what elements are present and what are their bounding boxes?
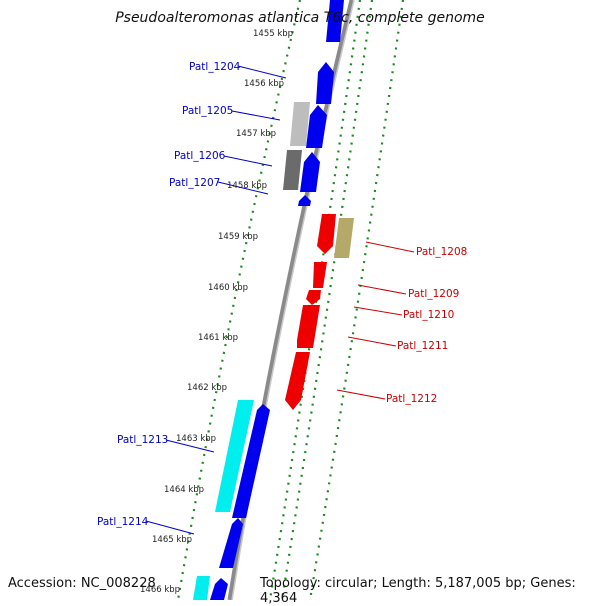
leader-line-1209 [357,284,407,295]
gene-feature-1210[interactable] [306,290,321,305]
genome-title: Pseudoalteromonas atlantica T6c, complet… [115,10,485,26]
gene-label-patl-1210[interactable]: Patl_1210 [403,309,454,321]
gene-feature-1211[interactable] [297,305,320,348]
scale-label-1462: 1462 kbp [187,383,227,393]
leader-line-1210 [353,306,403,316]
leader-line-1208 [365,241,415,253]
leader-line-1214 [145,520,195,535]
scale-label-1457: 1457 kbp [236,129,276,139]
scale-label-1460: 1460 kbp [208,283,248,293]
scale-label-1464: 1464 kbp [164,485,204,495]
scale-label-1461: 1461 kbp [198,333,238,343]
gene-feature-1206-gray[interactable] [283,150,302,190]
gene-feature-1213-cyan[interactable] [215,400,254,512]
scale-label-1466: 1466 kbp [140,585,180,595]
gene-feature-1203[interactable] [326,0,344,42]
gene-feature-1214[interactable] [219,518,243,568]
gene-feature-1212[interactable] [285,352,310,410]
gene-label-patl-1205[interactable]: Patl_1205 [182,105,233,117]
scale-label-1459: 1459 kbp [218,232,258,242]
gene-feature-1215-cyan[interactable] [193,576,210,600]
middle-tick-track [268,0,362,600]
gene-label-patl-1214[interactable]: Patl_1214 [97,516,149,528]
scale-label-1463: 1463 kbp [176,434,216,444]
genome-backbone-shadow [231,0,355,600]
leader-line-1206 [223,155,273,167]
gene-feature-1205[interactable] [306,105,327,148]
gene-label-patl-1204[interactable]: Patl_1204 [189,61,241,73]
accession-label: Accession: NC_008228 [8,576,156,591]
leader-line-1205 [231,110,281,121]
gene-feature-1204[interactable] [316,62,334,104]
gene-feature-1206[interactable] [300,152,320,192]
leader-line-1213 [165,439,215,453]
gene-feature-1209[interactable] [313,262,327,288]
scale-label-1458: 1458 kbp [227,181,267,191]
gene-label-patl-1213[interactable]: Patl_1213 [117,434,168,446]
leader-line-1211 [347,336,397,347]
leader-line-1207 [217,181,269,195]
gene-label-patl-1209[interactable]: Patl_1209 [408,288,459,300]
gene-label-patl-1211[interactable]: Patl_1211 [397,340,448,352]
scale-label-1455: 1455 kbp [253,29,293,39]
scale-label-1465: 1465 kbp [152,535,192,545]
right-tick-track [280,0,374,600]
gene-feature-1207[interactable] [298,195,311,206]
topology-label: Topology: circular; Length: 5,187,005 bp… [260,576,576,606]
gene-feature-1205-gray[interactable] [290,102,310,146]
gene-label-patl-1212[interactable]: Patl_1212 [386,393,437,405]
genome-backbone [227,0,355,600]
gene-feature-1215[interactable] [210,578,228,600]
gene-label-patl-1207[interactable]: Patl_1207 [169,177,220,189]
gene-feature-1213[interactable] [232,404,270,518]
gene-feature-1208-olive[interactable] [334,218,354,258]
gene-label-patl-1206[interactable]: Patl_1206 [174,150,226,162]
gene-feature-1208[interactable] [317,214,336,254]
leader-line-1212 [336,389,386,400]
scale-label-1456: 1456 kbp [244,79,284,89]
gene-label-patl-1208[interactable]: Patl_1208 [416,246,467,258]
leader-line-1204 [237,65,287,79]
